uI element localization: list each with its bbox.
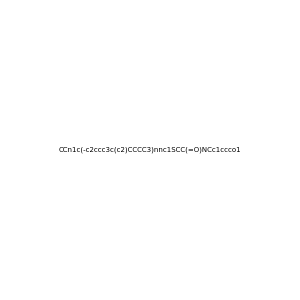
- Text: CCn1c(-c2ccc3c(c2)CCCC3)nnc1SCC(=O)NCc1ccco1: CCn1c(-c2ccc3c(c2)CCCC3)nnc1SCC(=O)NCc1c…: [59, 147, 241, 153]
